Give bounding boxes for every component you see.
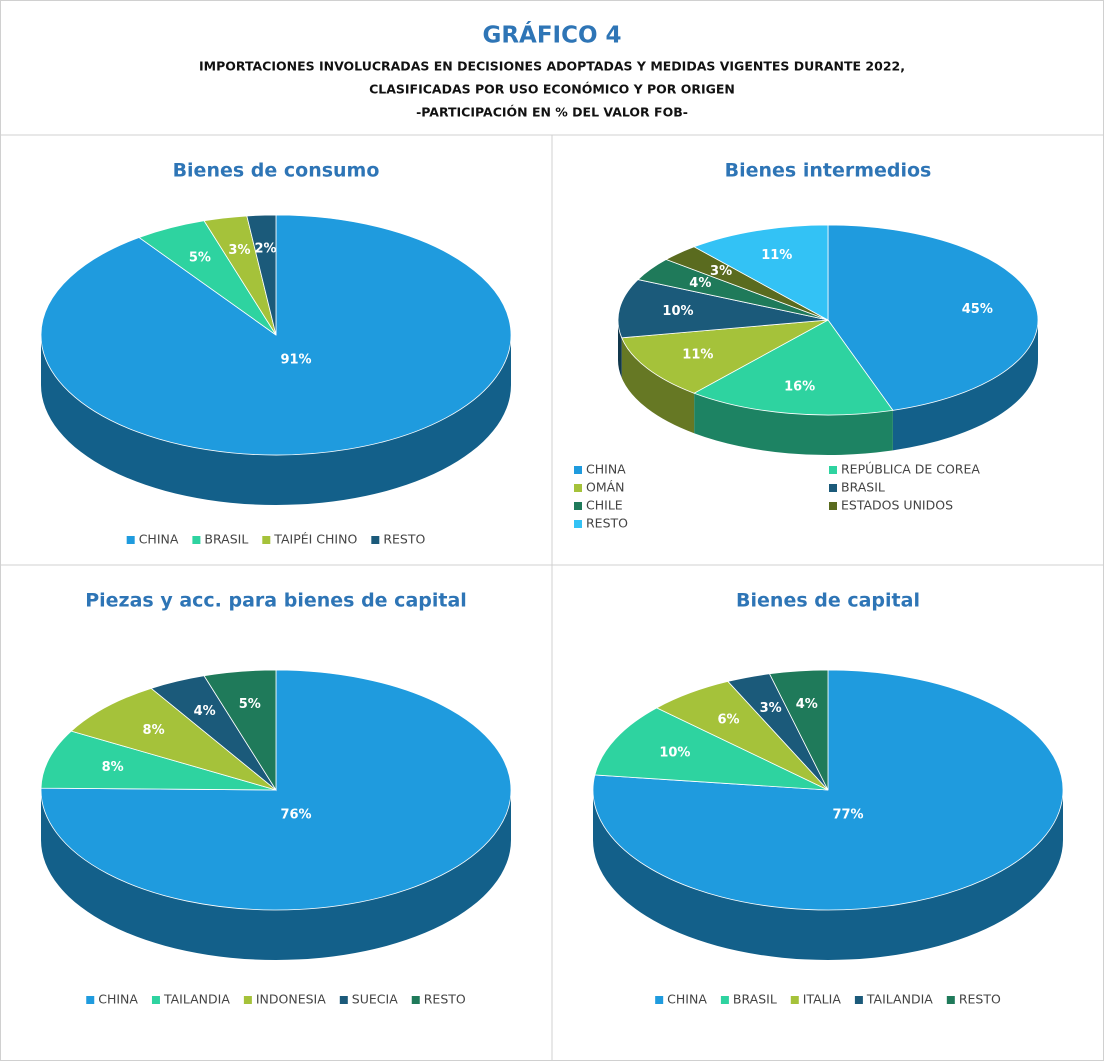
slice-side: [41, 335, 511, 505]
slice-side: [621, 337, 695, 434]
data-label: 3%: [760, 701, 782, 716]
legend-swatch: [371, 536, 380, 544]
slice-side: [892, 320, 1038, 451]
slice: [827, 224, 1039, 411]
legend-label: ITALIA: [803, 992, 842, 1007]
legend-swatch: [574, 484, 582, 492]
legend-label: CHINA: [98, 992, 138, 1007]
legend-label: CHILE: [586, 498, 623, 513]
legend-swatch: [411, 996, 420, 1004]
legend-swatch: [262, 536, 271, 544]
legend-label: BRASIL: [841, 480, 885, 495]
legend-label: RESTO: [383, 532, 425, 547]
legend-swatch: [192, 536, 201, 544]
legend-swatch: [574, 520, 582, 528]
legend-label: CHINA: [586, 462, 626, 477]
slice-side: [593, 790, 1063, 960]
legend-swatch: [655, 996, 664, 1004]
legend-swatch: [574, 466, 582, 474]
chart-title: Bienes de consumo: [173, 160, 380, 182]
data-label: 10%: [662, 304, 693, 319]
legend-label: REPÚBLICA DE COREA: [841, 462, 980, 477]
slice: [768, 669, 829, 791]
slice: [203, 669, 277, 792]
data-label: 4%: [796, 697, 818, 712]
chart-title: Bienes de capital: [736, 590, 920, 612]
legend-swatch: [829, 484, 837, 492]
legend-label: RESTO: [959, 992, 1001, 1007]
legend-swatch: [829, 502, 837, 510]
page-title: GRÁFICO 4: [482, 21, 621, 49]
data-label: 4%: [194, 704, 216, 719]
legend-label: CHINA: [667, 992, 707, 1007]
slice: [246, 214, 277, 336]
legend-swatch: [339, 996, 348, 1004]
legend-label: TAILANDIA: [163, 992, 230, 1007]
data-label: 5%: [239, 697, 261, 712]
legend-label: TAIPÉI CHINO: [273, 532, 357, 547]
data-label: 8%: [102, 760, 124, 775]
subtitle: IMPORTACIONES INVOLUCRADAS EN DECISIONES…: [199, 59, 905, 74]
data-label: 91%: [280, 353, 311, 368]
legend-swatch: [86, 996, 95, 1004]
legend-swatch: [151, 996, 160, 1004]
slice: [693, 319, 894, 416]
slice: [617, 279, 829, 339]
chart-title: Piezas y acc. para bienes de capital: [85, 590, 467, 612]
legend-swatch: [829, 466, 837, 474]
legend-swatch: [126, 536, 135, 544]
data-label: 3%: [710, 264, 732, 279]
data-label: 3%: [228, 243, 250, 258]
legend-label: ESTADOS UNIDOS: [841, 498, 953, 513]
data-label: 77%: [832, 808, 863, 823]
data-label: 10%: [659, 746, 690, 761]
legend-label: TAILANDIA: [866, 992, 933, 1007]
slice: [621, 319, 829, 394]
legend-label: OMÁN: [586, 480, 625, 495]
legend-label: SUECIA: [352, 992, 398, 1007]
legend-swatch: [243, 996, 252, 1004]
slice: [70, 687, 277, 791]
legend-swatch: [854, 996, 863, 1004]
slice: [693, 224, 829, 321]
legend-label: RESTO: [424, 992, 466, 1007]
slice-side: [618, 320, 622, 378]
legend-label: BRASIL: [204, 532, 248, 547]
data-label: 16%: [784, 380, 815, 395]
data-label: 4%: [689, 276, 711, 291]
legend-swatch: [574, 502, 582, 510]
data-label: 2%: [254, 241, 276, 256]
data-label: 45%: [962, 302, 993, 317]
slice: [594, 707, 829, 791]
legend-label: CHINA: [139, 532, 179, 547]
legend-label: RESTO: [586, 516, 628, 531]
legend-swatch: [946, 996, 955, 1004]
data-label: 6%: [718, 713, 740, 728]
slice-side: [694, 393, 893, 456]
legend-swatch: [720, 996, 729, 1004]
chart-title: Bienes intermedios: [725, 160, 932, 182]
legend-swatch: [790, 996, 799, 1004]
legend-label: BRASIL: [733, 992, 777, 1007]
slice-side: [41, 790, 511, 960]
slice: [40, 730, 277, 791]
data-label: 76%: [280, 808, 311, 823]
data-label: 11%: [682, 347, 713, 362]
data-label: 8%: [143, 723, 165, 738]
subtitle: CLASIFICADAS POR USO ECONÓMICO Y POR ORI…: [369, 82, 735, 97]
data-label: 11%: [761, 248, 792, 263]
subtitle: -PARTICIPACIÓN EN % DEL VALOR FOB-: [416, 105, 688, 120]
data-label: 5%: [189, 250, 211, 265]
legend-label: INDONESIA: [256, 992, 326, 1007]
